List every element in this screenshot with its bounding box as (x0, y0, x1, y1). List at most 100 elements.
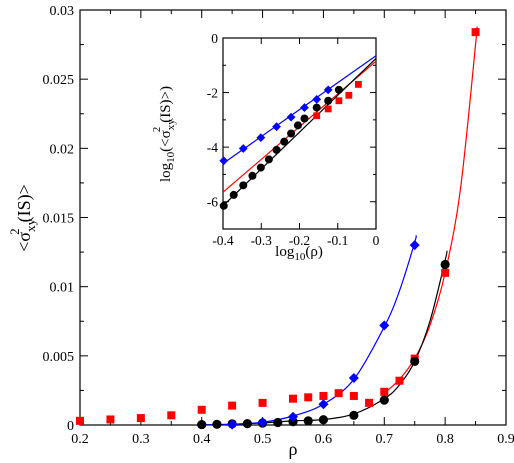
main-x-tick-label: 0.7 (376, 432, 394, 447)
main-point-square (365, 398, 374, 407)
main-point-circle (242, 419, 252, 429)
main-point-circle (379, 395, 389, 405)
inset-y-label-prefix: log (158, 162, 174, 182)
inset-point-diamond (238, 144, 248, 153)
inset-point-diamond (219, 156, 229, 166)
main-point-square (106, 415, 115, 424)
inset-x-label-prefix: log (275, 244, 295, 260)
inset-chart: -0.4 -0.3 -0.2 -0.1 0-6-4-20 log10(ρ) log10(… (151, 31, 380, 263)
main-x-tick-label: 0.9 (497, 432, 514, 447)
main-x-tick-label: 0.3 (132, 432, 150, 447)
inset-y-tick-label: 0 (211, 31, 218, 46)
inset-x-tick-label: -0.3 (251, 233, 273, 248)
main-point-square (197, 405, 206, 414)
inset-x-label-sub: 10 (294, 251, 306, 263)
inset-series (219, 55, 377, 210)
main-point-circle (440, 259, 450, 270)
main-point-square (258, 398, 267, 407)
inset-point-circle (248, 171, 257, 180)
main-y-tick-label: 0.03 (50, 4, 75, 19)
main-x-axis-label: ρ (289, 439, 298, 459)
inset-point-diamond (300, 103, 309, 112)
inset-plot-frame (222, 37, 377, 230)
inset-point-circle (229, 190, 238, 199)
main-point-square (228, 401, 237, 410)
main-point-diamond (409, 240, 420, 251)
inset-point-circle (287, 129, 296, 138)
main-point-square (76, 416, 84, 425)
inset-point-circle (272, 145, 281, 154)
main-point-square (319, 391, 328, 400)
inset-point-diamond (272, 122, 281, 132)
main-chart: 0.2 0.3 0.4 0.5 0.6 0.7 0.8 0.9 0 0.005 0.01 0.015 0… (7, 4, 514, 459)
main-point-square (380, 387, 389, 396)
main-y-tick-label: 0.005 (43, 350, 75, 365)
main-point-diamond (257, 417, 268, 428)
inset-y-label-sub: 10 (165, 151, 177, 163)
main-point-square (289, 394, 297, 403)
inset-x-tick-label: 0 (373, 233, 380, 248)
main-y-label-prefix: <σ (14, 232, 34, 252)
inset-point-circle (264, 155, 273, 164)
main-y-label-sub: xy (23, 218, 38, 232)
main-point-circle (318, 415, 329, 425)
main-point-circle (212, 419, 222, 429)
inset-point-circle (300, 114, 309, 123)
inset-y-tick-label: -4 (207, 140, 218, 155)
inset-point-square (335, 97, 343, 105)
main-series (76, 26, 480, 430)
main-point-square (136, 414, 145, 423)
inset-point-square (355, 80, 362, 88)
inset-ticks: -0.4 -0.3 -0.2 -0.1 0 -6 -4 -2 0 (207, 31, 380, 248)
main-point-circle (273, 417, 283, 428)
inset-point-circle (324, 96, 333, 105)
inset-y-label-mid: (<σ (158, 130, 174, 152)
inset-point-circle (293, 121, 302, 130)
main-point-diamond (288, 411, 298, 422)
main-y-tick-label: 0 (67, 419, 74, 434)
inset-point-diamond (286, 112, 296, 122)
inset-point-circle (334, 85, 343, 94)
inset-point-square (324, 105, 332, 113)
main-y-label-suffix: (IS)> (14, 184, 35, 222)
main-point-circle (410, 356, 420, 366)
inset-fit-curve-diamond (222, 55, 377, 165)
main-x-tick-label: 0.8 (436, 432, 454, 447)
main-point-square (471, 28, 480, 37)
inset-y-label-sub2: xy (165, 119, 177, 131)
main-point-square (349, 391, 358, 400)
main-point-diamond (227, 419, 238, 430)
inset-y-tick-label: -6 (207, 195, 218, 210)
inset-point-circle (312, 103, 321, 112)
inset-x-tick-label: -0.2 (289, 233, 310, 248)
main-point-circle (349, 410, 359, 420)
main-point-circle (197, 419, 207, 430)
main-y-tick-label: 0.025 (43, 73, 75, 88)
inset-point-diamond (312, 94, 322, 104)
main-point-diamond (379, 320, 390, 331)
inset-point-circle (256, 163, 265, 172)
main-y-tick-label: 0.02 (50, 142, 75, 157)
inset-x-tick-label: -0.4 (212, 233, 234, 248)
inset-y-label-sup: 2 (151, 127, 163, 133)
main-point-circle (303, 416, 313, 426)
main-x-tick-label: 0.2 (71, 432, 89, 447)
inset-y-tick-label: -2 (207, 86, 218, 101)
inset-point-diamond (256, 133, 266, 142)
main-point-square (304, 393, 313, 402)
main-x-tick-label: 0.4 (193, 432, 211, 447)
main-x-tick-label: 0.6 (315, 432, 333, 447)
inset-point-circle (280, 137, 289, 146)
main-fit-curve-square (383, 26, 478, 394)
main-ticks: 0.2 0.3 0.4 0.5 0.6 0.7 0.8 0.9 0 0.005 0.01 0.015 0… (43, 4, 514, 447)
main-point-diamond (318, 399, 329, 410)
main-y-axis-label: <σxy2 (IS)> (7, 184, 38, 252)
main-point-square (395, 376, 404, 385)
main-point-square (167, 411, 176, 420)
main-y-tick-label: 0.01 (50, 281, 75, 296)
inset-point-diamond (323, 85, 333, 95)
inset-y-label-suffix: (IS)>) (158, 86, 174, 123)
main-point-square (441, 268, 450, 277)
inset-x-tick-label: -0.1 (327, 233, 348, 248)
